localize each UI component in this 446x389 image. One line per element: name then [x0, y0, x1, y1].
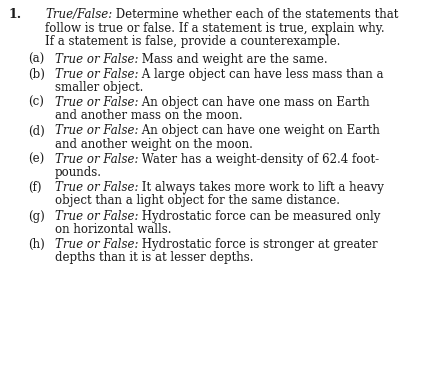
- Text: True or False:: True or False:: [55, 124, 139, 137]
- Text: True or False:: True or False:: [55, 96, 139, 109]
- Text: (h): (h): [28, 238, 45, 251]
- Text: object than a light object for the same distance.: object than a light object for the same …: [55, 194, 340, 207]
- Text: (d): (d): [28, 124, 45, 137]
- Text: smaller object.: smaller object.: [55, 81, 143, 94]
- Text: (b): (b): [28, 68, 45, 81]
- Text: and another mass on the moon.: and another mass on the moon.: [55, 109, 243, 122]
- Text: (f): (f): [28, 181, 41, 194]
- Text: If a statement is false, provide a counterexample.: If a statement is false, provide a count…: [45, 35, 340, 48]
- Text: True or False:: True or False:: [55, 53, 139, 66]
- Text: True or False:: True or False:: [55, 181, 139, 194]
- Text: True or False:: True or False:: [55, 68, 139, 81]
- Text: True or False:: True or False:: [55, 210, 139, 223]
- Text: An object can have one mass on Earth: An object can have one mass on Earth: [139, 96, 370, 109]
- Text: depths than it is at lesser depths.: depths than it is at lesser depths.: [55, 251, 253, 264]
- Text: True or False:: True or False:: [55, 153, 139, 166]
- Text: True/False:: True/False:: [45, 8, 112, 21]
- Text: Hydrostatic force is stronger at greater: Hydrostatic force is stronger at greater: [139, 238, 378, 251]
- Text: (c): (c): [28, 96, 44, 109]
- Text: (g): (g): [28, 210, 45, 223]
- Text: Determine whether each of the statements that: Determine whether each of the statements…: [112, 8, 399, 21]
- Text: (e): (e): [28, 153, 44, 166]
- Text: True or False:: True or False:: [55, 238, 139, 251]
- Text: follow is true or false. If a statement is true, explain why.: follow is true or false. If a statement …: [45, 21, 384, 35]
- Text: Hydrostatic force can be measured only: Hydrostatic force can be measured only: [139, 210, 381, 223]
- Text: Water has a weight-density of 62.4 foot-: Water has a weight-density of 62.4 foot-: [139, 153, 380, 166]
- Text: pounds.: pounds.: [55, 166, 102, 179]
- Text: A large object can have less mass than a: A large object can have less mass than a: [139, 68, 384, 81]
- Text: and another weight on the moon.: and another weight on the moon.: [55, 138, 253, 151]
- Text: An object can have one weight on Earth: An object can have one weight on Earth: [139, 124, 380, 137]
- Text: on horizontal walls.: on horizontal walls.: [55, 223, 172, 236]
- Text: 1.: 1.: [8, 8, 21, 21]
- Text: (a): (a): [28, 53, 44, 66]
- Text: It always takes more work to lift a heavy: It always takes more work to lift a heav…: [139, 181, 384, 194]
- Text: Mass and weight are the same.: Mass and weight are the same.: [139, 53, 328, 66]
